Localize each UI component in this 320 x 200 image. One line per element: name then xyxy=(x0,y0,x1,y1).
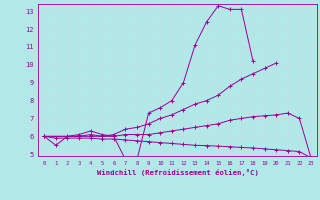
X-axis label: Windchill (Refroidissement éolien,°C): Windchill (Refroidissement éolien,°C) xyxy=(97,169,259,176)
